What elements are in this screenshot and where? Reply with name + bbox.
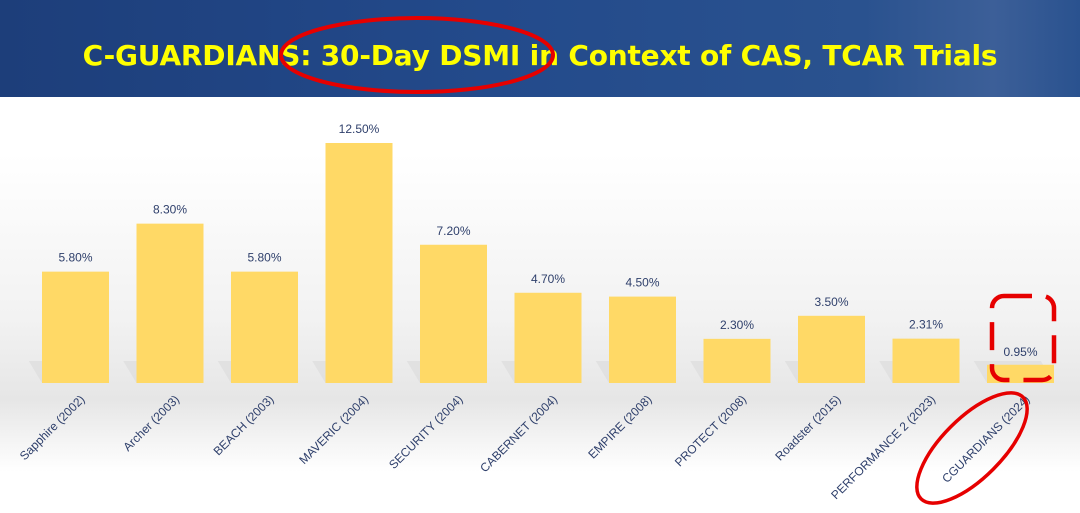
bar-security-2004 bbox=[420, 244, 487, 383]
bar-beach-2003 bbox=[231, 271, 298, 383]
bar-maveric-2004 bbox=[325, 143, 393, 383]
value-label-roadster-2015: 3.50% bbox=[814, 295, 848, 309]
value-label-empire-2008: 4.50% bbox=[625, 276, 659, 290]
bars bbox=[42, 143, 1054, 383]
value-label-archer-2003: 8.30% bbox=[153, 203, 187, 217]
category-label-cabernet-2004: CABERNET (2004) bbox=[477, 392, 560, 475]
bar-roadster-2015 bbox=[798, 315, 865, 383]
highlight-annotations bbox=[279, 16, 1057, 505]
category-label-empire-2008: EMPIRE (2008) bbox=[585, 392, 654, 461]
category-label-roadster-2015: Roadster (2015) bbox=[772, 392, 843, 463]
value-label-performance-2-2023: 2.31% bbox=[909, 318, 943, 332]
slide-title: C-GUARDIANS: 30-Day DSMI in Context of C… bbox=[82, 39, 998, 72]
value-label-beach-2003: 5.80% bbox=[247, 251, 281, 265]
category-label-beach-2003: BEACH (2003) bbox=[211, 392, 277, 458]
cguardians-value-highlight-box bbox=[989, 293, 1057, 383]
category-label-maveric-2004: MAVERIC (2004) bbox=[296, 392, 371, 467]
value-label-cguardians-2024: 0.95% bbox=[1003, 345, 1037, 359]
category-label-security-2004: SECURITY (2004) bbox=[386, 392, 466, 472]
dsmi-highlight-ellipse bbox=[279, 16, 555, 94]
value-label-maveric-2004: 12.50% bbox=[339, 122, 380, 136]
cguardians-label-highlight-ellipse bbox=[915, 391, 1029, 505]
bar-cabernet-2004 bbox=[514, 292, 582, 383]
value-label-cabernet-2004: 4.70% bbox=[531, 272, 565, 286]
value-labels: 5.80% 8.30% 5.80% 12.50% 7.20% 4.70% 4.50% 2.30… bbox=[58, 122, 1037, 359]
value-label-security-2004: 7.20% bbox=[436, 224, 470, 238]
bar-empire-2008 bbox=[609, 296, 676, 383]
bar-archer-2003 bbox=[136, 223, 204, 383]
category-label-archer-2003: Archer (2003) bbox=[120, 392, 182, 454]
bar-performance-2-2023 bbox=[892, 338, 960, 383]
value-label-protect-2008: 2.30% bbox=[720, 318, 754, 332]
category-label-performance-2-2023: PERFORMANCE 2 (2023) bbox=[828, 392, 938, 502]
bar-protect-2008 bbox=[703, 338, 771, 383]
category-label-protect-2008: PROTECT (2008) bbox=[672, 392, 749, 469]
bar-sapphire-2002 bbox=[42, 271, 109, 383]
category-label-sapphire-2002: Sapphire (2002) bbox=[17, 392, 88, 463]
category-labels: Sapphire (2002) Archer (2003) BEACH (2003)… bbox=[17, 392, 1033, 502]
title-bar: C-GUARDIANS: 30-Day DSMI in Context of C… bbox=[0, 0, 1080, 97]
value-label-sapphire-2002: 5.80% bbox=[58, 251, 92, 265]
